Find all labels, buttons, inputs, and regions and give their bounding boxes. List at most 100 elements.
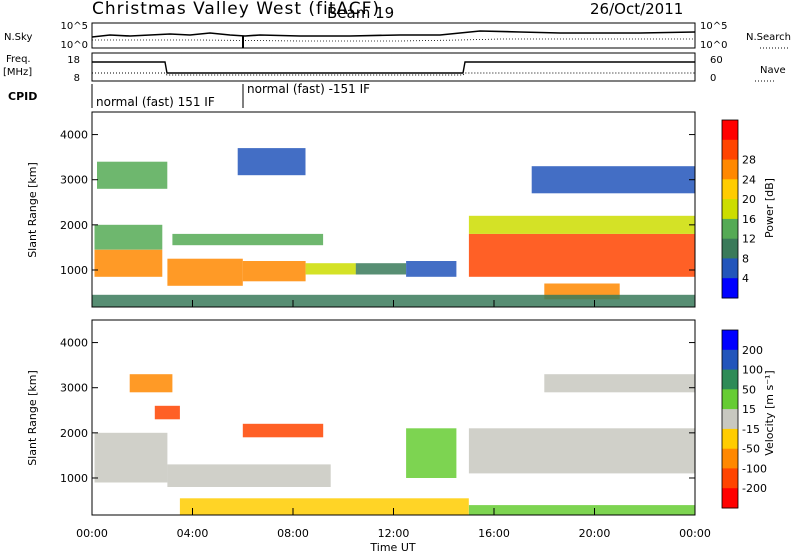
- power-y-ticks: 1000 2000 3000 4000: [60, 129, 695, 277]
- velocity-colorbar-tick-5: -50: [742, 443, 760, 456]
- power-colorbar-label: Power [dB]: [763, 178, 776, 238]
- power-band-1: [94, 224, 163, 250]
- power-colorbar-tick-0: 4: [742, 272, 749, 285]
- power-colorbar-tick-4: 20: [742, 193, 756, 206]
- power-ytick-label-1: 2000: [60, 219, 88, 232]
- velocity-colorbar-seg-1: [722, 349, 738, 371]
- velocity-band-4: [129, 374, 173, 393]
- xtick-label-3: 12:00: [378, 527, 410, 540]
- nsearch-trace: [92, 38, 695, 42]
- velocity-panel: 1000 2000 3000 4000 Slant Range [km] 200 100…: [26, 319, 776, 516]
- velocity-colorbar-seg-2: [722, 369, 738, 390]
- velocity-colorbar-label: Velocity [m s⁻¹]: [763, 370, 776, 455]
- velocity-band-6: [468, 428, 695, 474]
- velocity-ytick-label-1: 2000: [60, 427, 88, 440]
- power-colorbar-tick-2: 12: [742, 233, 756, 246]
- velocity-colorbar-tick-7: -200: [742, 482, 767, 495]
- power-band-8: [97, 161, 168, 189]
- cpid-segment-1: normal (fast) 151 IF: [96, 95, 215, 109]
- nsearch-tick-top: 10^5: [700, 21, 727, 32]
- xtick-label-5: 20:00: [579, 527, 611, 540]
- nsky-panel: N.Sky 10^5 10^0 N.Search 10^5 10^0: [4, 21, 791, 51]
- power-panel: 1000 2000 3000 4000 Slant Range [km] 4 8 12 16…: [26, 111, 776, 308]
- velocity-band-0: [94, 432, 168, 483]
- nave-tick-bottom: 0: [710, 73, 716, 84]
- power-colorbar-tick-1: 8: [742, 252, 749, 265]
- power-ytick-label-2: 3000: [60, 174, 88, 187]
- velocity-ylabel: Slant Range [km]: [26, 370, 39, 466]
- nsearch-label: N.Search: [746, 32, 791, 43]
- velocity-ytick-label-2: 3000: [60, 382, 88, 395]
- velocity-colorbar-frame: [721, 329, 739, 509]
- power-colorbar-frame: [721, 119, 739, 299]
- power-colorbar-seg-2: [722, 159, 738, 180]
- power-colorbar-tick-6: 28: [742, 154, 756, 167]
- power-colorbar-seg-5: [722, 218, 738, 240]
- velocity-colorbar-seg-3: [722, 389, 738, 410]
- nave-label: Nave: [760, 65, 786, 76]
- power-band-6: [406, 261, 457, 277]
- velocity-ytick-label-0: 1000: [60, 472, 88, 485]
- power-band-0: [94, 249, 163, 277]
- power-band-11: [468, 215, 695, 234]
- power-band-7: [172, 233, 324, 246]
- velocity-colorbar-seg-8: [722, 488, 738, 509]
- station-title: Christmas Valley West (fitACF): [92, 0, 380, 19]
- velocity-band-2: [242, 423, 324, 438]
- velocity-colorbar-tick-0: 200: [742, 344, 763, 357]
- power-colorbar: 4 8 12 16 20 24 28: [721, 119, 756, 299]
- velocity-colorbar-seg-0: [722, 330, 738, 351]
- velocity-colorbar-seg-7: [722, 468, 738, 489]
- power-colorbar-seg-3: [722, 179, 738, 200]
- velocity-colorbar-tick-4: -15: [742, 423, 760, 436]
- velocity-band-7: [544, 374, 696, 393]
- cpid-label: CPID: [8, 90, 37, 103]
- xtick-label-1: 04:00: [177, 527, 209, 540]
- velocity-band-1: [167, 464, 331, 487]
- nsky-frame: [91, 22, 696, 49]
- velocity-colorbar-tick-3: 15: [742, 403, 756, 416]
- power-ylabel: Slant Range [km]: [26, 162, 39, 258]
- freq-unit: [MHz]: [3, 67, 32, 78]
- velocity-colorbar-seg-6: [722, 448, 738, 469]
- velocity-colorbar-tick-2: 50: [742, 383, 756, 396]
- power-band-4: [305, 263, 356, 275]
- freq-tick-bottom: 8: [74, 73, 80, 84]
- xtick-label-4: 16:00: [478, 527, 510, 540]
- power-colorbar-tick-5: 24: [742, 173, 756, 186]
- nsky-tick-top: 10^5: [61, 21, 88, 32]
- power-band-3: [242, 261, 306, 282]
- power-band-2: [167, 258, 243, 286]
- time-axis-label: Time UT: [369, 541, 415, 554]
- velocity-band-5: [406, 428, 457, 478]
- power-band-10: [468, 233, 695, 277]
- power-band-5: [355, 263, 407, 275]
- date-label: 26/Oct/2011: [590, 0, 683, 18]
- power-colorbar-seg-8: [722, 278, 738, 299]
- nsky-label: N.Sky: [4, 32, 32, 43]
- xtick-label-0: 00:00: [76, 527, 108, 540]
- power-band-12: [531, 166, 695, 194]
- power-colorbar-seg-4: [722, 199, 738, 220]
- xtick-label-2: 08:00: [277, 527, 309, 540]
- nsky-trace: [91, 30, 696, 38]
- xtick-label-6: 00:00: [679, 527, 711, 540]
- time-axis-ticks: 00:00 04:00 08:00 12:00 16:00 20:00 00:00: [76, 300, 711, 540]
- velocity-colorbar-tick-1: 100: [742, 364, 763, 377]
- freq-frame: [91, 52, 696, 82]
- freq-trace: [92, 61, 695, 74]
- nsearch-tick-bottom: 10^0: [700, 40, 727, 51]
- power-colorbar-seg-7: [722, 258, 738, 279]
- velocity-heatmap: [94, 374, 696, 515]
- velocity-colorbar: 200 100 50 15 -15 -50 -100 -200: [721, 329, 767, 509]
- velocity-band-9: [468, 505, 695, 515]
- velocity-colorbar-seg-4: [722, 409, 738, 430]
- velocity-ytick-label-3: 4000: [60, 337, 88, 350]
- power-colorbar-seg-6: [722, 238, 738, 259]
- nsky-tick-bottom: 10^0: [61, 40, 88, 51]
- power-heatmap: [92, 148, 695, 307]
- velocity-colorbar-seg-5: [722, 428, 738, 450]
- power-ytick-label-0: 1000: [60, 264, 88, 277]
